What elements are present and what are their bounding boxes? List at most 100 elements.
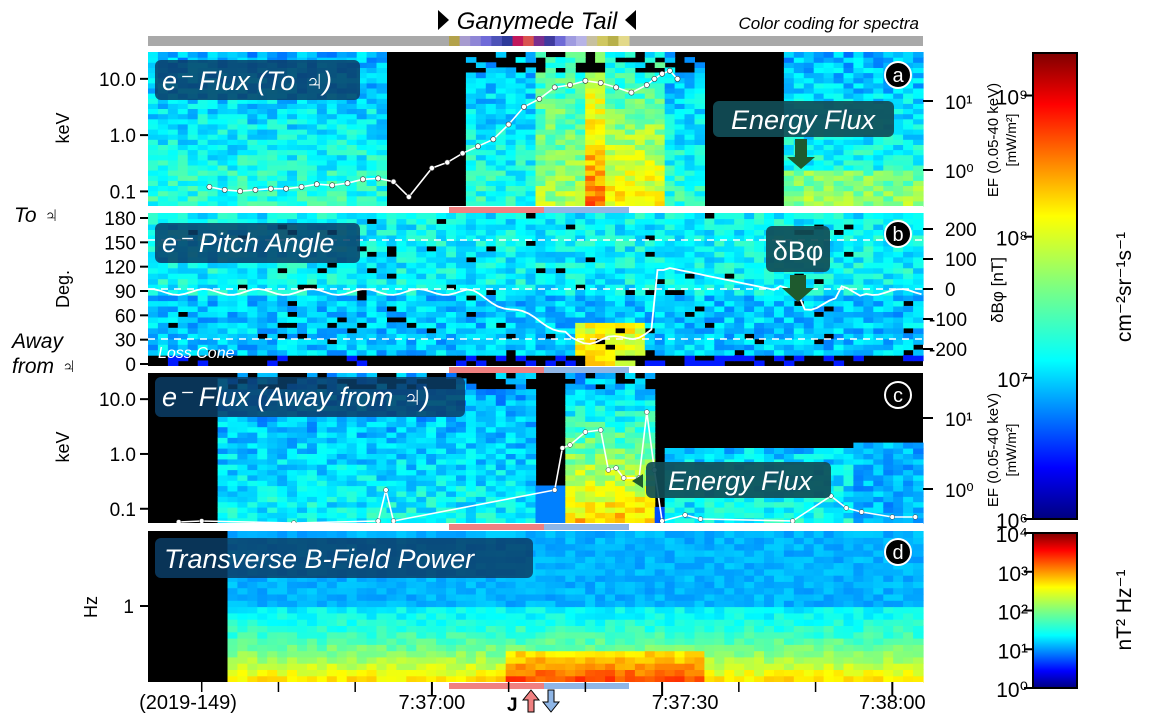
heat-cell: [237, 200, 248, 207]
heat-cell: [217, 316, 229, 323]
heat-cell: [694, 333, 705, 340]
heat-cell: [356, 278, 368, 285]
event-bar-segment: [533, 36, 545, 46]
heat-cell: [356, 333, 368, 340]
heat-cell: [386, 278, 397, 285]
heat-cell: [426, 464, 437, 471]
heat-cell: [644, 273, 656, 280]
heat-cell: [783, 333, 795, 340]
heat-cell: [853, 234, 864, 241]
heat-cell: [843, 149, 854, 156]
heat-cell: [525, 453, 537, 460]
heat-cell: [465, 218, 477, 225]
heat-cell: [366, 98, 378, 104]
heat-cell: [525, 154, 537, 161]
heat-cell: [634, 159, 646, 166]
heat-cell: [873, 82, 884, 89]
heat-cell: [595, 251, 606, 258]
heat-cell: [903, 333, 914, 340]
heat-cell: [436, 295, 447, 302]
heat-cell: [336, 273, 348, 280]
heat-cell: [525, 251, 537, 258]
heat-cell: [505, 164, 517, 171]
heat-cell: [157, 322, 169, 329]
heat-cell: [525, 485, 537, 492]
heat-cell: [515, 118, 527, 125]
heat-cell: [346, 103, 358, 109]
heat-cell: [297, 431, 308, 438]
heat-cell: [704, 349, 715, 356]
heat-cell: [605, 154, 616, 161]
heat-cell: [734, 273, 745, 280]
heat-cell: [465, 245, 477, 252]
heat-cell: [585, 415, 596, 422]
heat-cell: [346, 134, 358, 140]
heat-cell: [187, 113, 199, 120]
heat-cell: [485, 62, 497, 68]
energy-flux-point: [567, 82, 573, 88]
heat-cell: [227, 458, 238, 465]
heat-cell: [605, 464, 616, 471]
heat-cell: [555, 108, 566, 115]
heat-cell: [267, 458, 278, 465]
heat-cell: [287, 103, 298, 109]
heat-cell: [475, 82, 487, 89]
heat-cell: [724, 213, 735, 220]
heat-cell: [585, 316, 596, 323]
heat-cell: [525, 437, 537, 444]
heat-cell: [485, 517, 497, 524]
heat-cell: [843, 333, 854, 340]
heat-cell: [525, 98, 537, 104]
heat-cell: [605, 57, 616, 63]
heat-cell: [406, 300, 417, 307]
heat-cell: [793, 82, 805, 89]
heat-cell: [376, 108, 387, 115]
heat-cell: [346, 311, 358, 318]
heat-cell: [595, 410, 606, 417]
heat-cell: [813, 77, 825, 84]
heat-cell: [853, 322, 864, 329]
heat-cell: [585, 496, 596, 503]
heat-cell: [207, 57, 219, 63]
heat-cell: [615, 67, 626, 74]
heat-cell: [187, 159, 199, 166]
heat-cell: [525, 103, 537, 109]
heat-cell: [475, 327, 487, 334]
heat-cell: [336, 195, 348, 202]
heat-cell: [525, 144, 537, 151]
heat-cell: [217, 103, 229, 109]
heat-cell: [157, 129, 169, 135]
heat-cell: [515, 349, 527, 356]
energy-flux-point: [674, 76, 681, 82]
heat-cell: [803, 72, 815, 79]
heat-cell: [525, 229, 537, 236]
heat-cell: [634, 195, 646, 202]
heat-cell: [177, 349, 189, 356]
heat-cell: [754, 295, 765, 302]
heat-cell: [167, 129, 179, 135]
heat-cell: [823, 139, 835, 145]
heat-cell: [366, 273, 378, 280]
heat-cell: [426, 506, 437, 513]
heat-cell: [376, 154, 387, 161]
heat-cell: [505, 72, 517, 79]
heat-cell: [277, 273, 288, 280]
heat-cell: [654, 300, 666, 307]
heat-cell: [197, 278, 209, 285]
heat-cell: [893, 123, 904, 130]
heat-cell: [843, 144, 854, 151]
heat-cell: [615, 103, 626, 109]
heat-cell: [843, 170, 854, 176]
heat-cell: [207, 154, 219, 161]
heat-cell: [883, 154, 894, 161]
heat-cell: [634, 72, 646, 79]
heat-cell: [833, 218, 845, 225]
energy-flux-point: [551, 84, 558, 91]
heat-cell: [843, 273, 854, 280]
heat-cell: [634, 278, 646, 285]
heat-cell: [545, 77, 556, 84]
heat-cell: [148, 200, 159, 207]
heat-cell: [336, 327, 348, 334]
heat-cell: [555, 72, 566, 79]
heat-cell: [247, 170, 258, 176]
